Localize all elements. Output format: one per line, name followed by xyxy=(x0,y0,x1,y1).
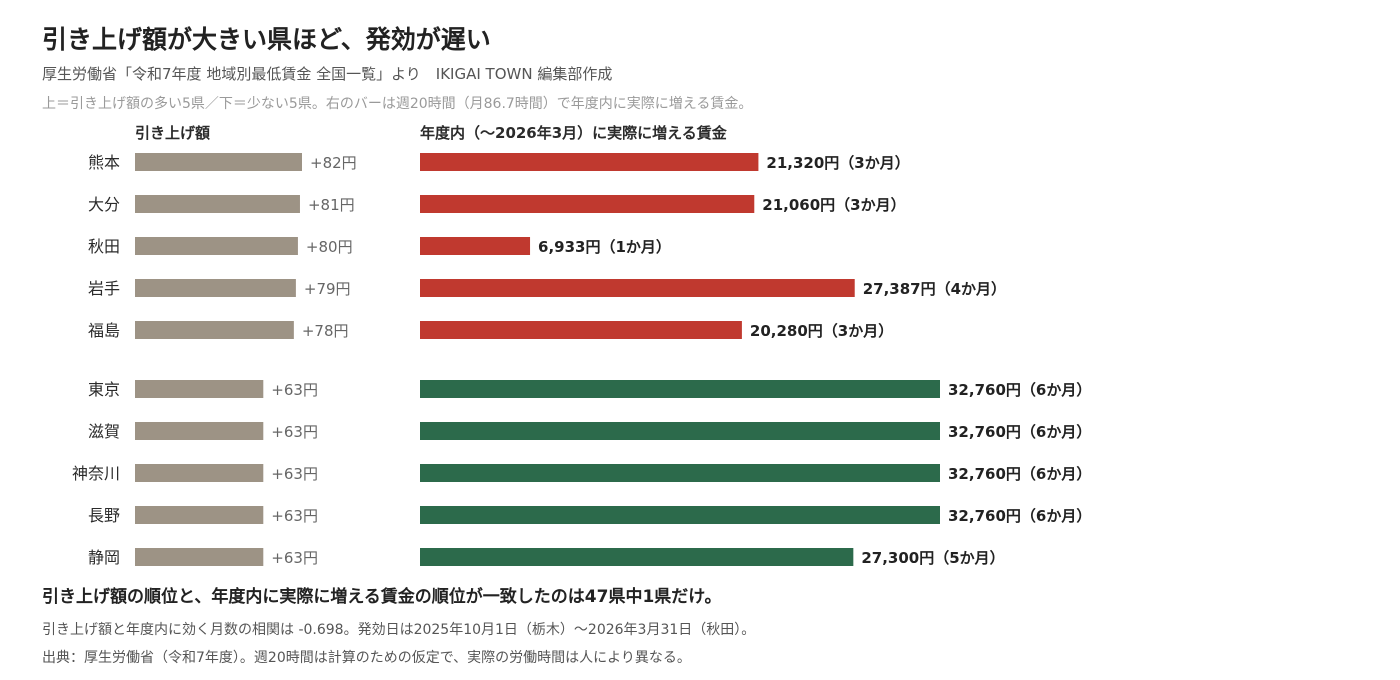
bar-chart: 引き上げ額 年度内（〜2026年3月）に実際に増える賃金 熊本 +82円 21,32… xyxy=(72,124,1091,567)
wage-value-label: 27,300円（5か月） xyxy=(861,549,1004,567)
increase-value-label: +63円 xyxy=(271,381,318,399)
chart-subtitle: 厚生労働省「令和7年度 地域別最低賃金 全国一覧」より IKIGAI TOWN … xyxy=(42,65,613,83)
wage-value-label: 32,760円（6か月） xyxy=(948,465,1091,483)
chart-note: 上＝引き上げ額の多い5県／下＝少ない5県。右のバーは週20時間（月86.7時間）… xyxy=(42,96,753,112)
prefecture-label: 熊本 xyxy=(88,153,120,172)
increase-value-label: +81円 xyxy=(308,196,355,214)
increase-value-label: +63円 xyxy=(271,465,318,483)
prefecture-label: 静岡 xyxy=(88,548,120,567)
increase-value-label: +79円 xyxy=(304,280,351,298)
increase-bar xyxy=(135,321,294,339)
footnote-correlation: 引き上げ額と年度内に効く月数の相関は -0.698。発効日は2025年10月1日… xyxy=(42,622,756,638)
wage-bar xyxy=(420,380,940,398)
increase-bar xyxy=(135,464,264,482)
prefecture-label: 滋賀 xyxy=(88,422,120,441)
wage-bar xyxy=(420,153,759,171)
increase-column-header: 引き上げ額 xyxy=(135,124,210,142)
wage-value-label: 32,760円（6か月） xyxy=(948,381,1091,399)
increase-value-label: +82円 xyxy=(310,154,357,172)
footnote-source: 出典：厚生労働省（令和7年度）。週20時間は計算のための仮定で、実際の労働時間は… xyxy=(42,650,691,666)
wage-value-label: 27,387円（4か月） xyxy=(863,280,1006,298)
prefecture-label: 岩手 xyxy=(88,279,120,298)
wage-column-header: 年度内（〜2026年3月）に実際に増える賃金 xyxy=(420,124,728,142)
wage-value-label: 32,760円（6か月） xyxy=(948,507,1091,525)
wage-bar xyxy=(420,506,940,524)
wage-bar xyxy=(420,464,940,482)
wage-bar xyxy=(420,237,531,255)
wage-bar xyxy=(420,195,755,213)
prefecture-label: 大分 xyxy=(88,195,120,214)
increase-value-label: +63円 xyxy=(271,423,318,441)
increase-bar xyxy=(135,506,264,524)
wage-bar xyxy=(420,321,742,339)
prefecture-label: 秋田 xyxy=(88,237,120,256)
prefecture-label: 東京 xyxy=(88,380,120,399)
wage-value-label: 6,933円（1か月） xyxy=(538,238,671,256)
increase-value-label: +63円 xyxy=(271,549,318,567)
increase-bar xyxy=(135,548,264,566)
wage-value-label: 32,760円（6か月） xyxy=(948,423,1091,441)
increase-bar xyxy=(135,279,296,297)
chart-rows: 熊本 +82円 21,320円（3か月） 大分 +81円 21,060円（3か月） 秋田 +8… xyxy=(72,153,1091,567)
wage-bar xyxy=(420,422,940,440)
increase-bar xyxy=(135,380,264,398)
increase-bar xyxy=(135,153,302,171)
wage-value-label: 20,280円（3か月） xyxy=(750,322,893,340)
wage-value-label: 21,060円（3か月） xyxy=(762,196,905,214)
increase-value-label: +78円 xyxy=(302,322,349,340)
prefecture-label: 福島 xyxy=(88,321,120,340)
wage-bar xyxy=(420,548,854,566)
prefecture-label: 神奈川 xyxy=(72,464,120,483)
wage-bar xyxy=(420,279,855,297)
prefecture-label: 長野 xyxy=(88,506,120,525)
increase-bar xyxy=(135,195,300,213)
increase-bar xyxy=(135,237,298,255)
wage-value-label: 21,320円（3か月） xyxy=(766,154,909,172)
increase-bar xyxy=(135,422,264,440)
chart-title: 引き上げ額が大きい県ほど、発効が遅い xyxy=(42,25,491,54)
increase-value-label: +80円 xyxy=(306,238,353,256)
increase-value-label: +63円 xyxy=(271,507,318,525)
conclusion-text: 引き上げ額の順位と、年度内に実際に増える賃金の順位が一致したのは47県中1県だけ… xyxy=(42,587,722,607)
